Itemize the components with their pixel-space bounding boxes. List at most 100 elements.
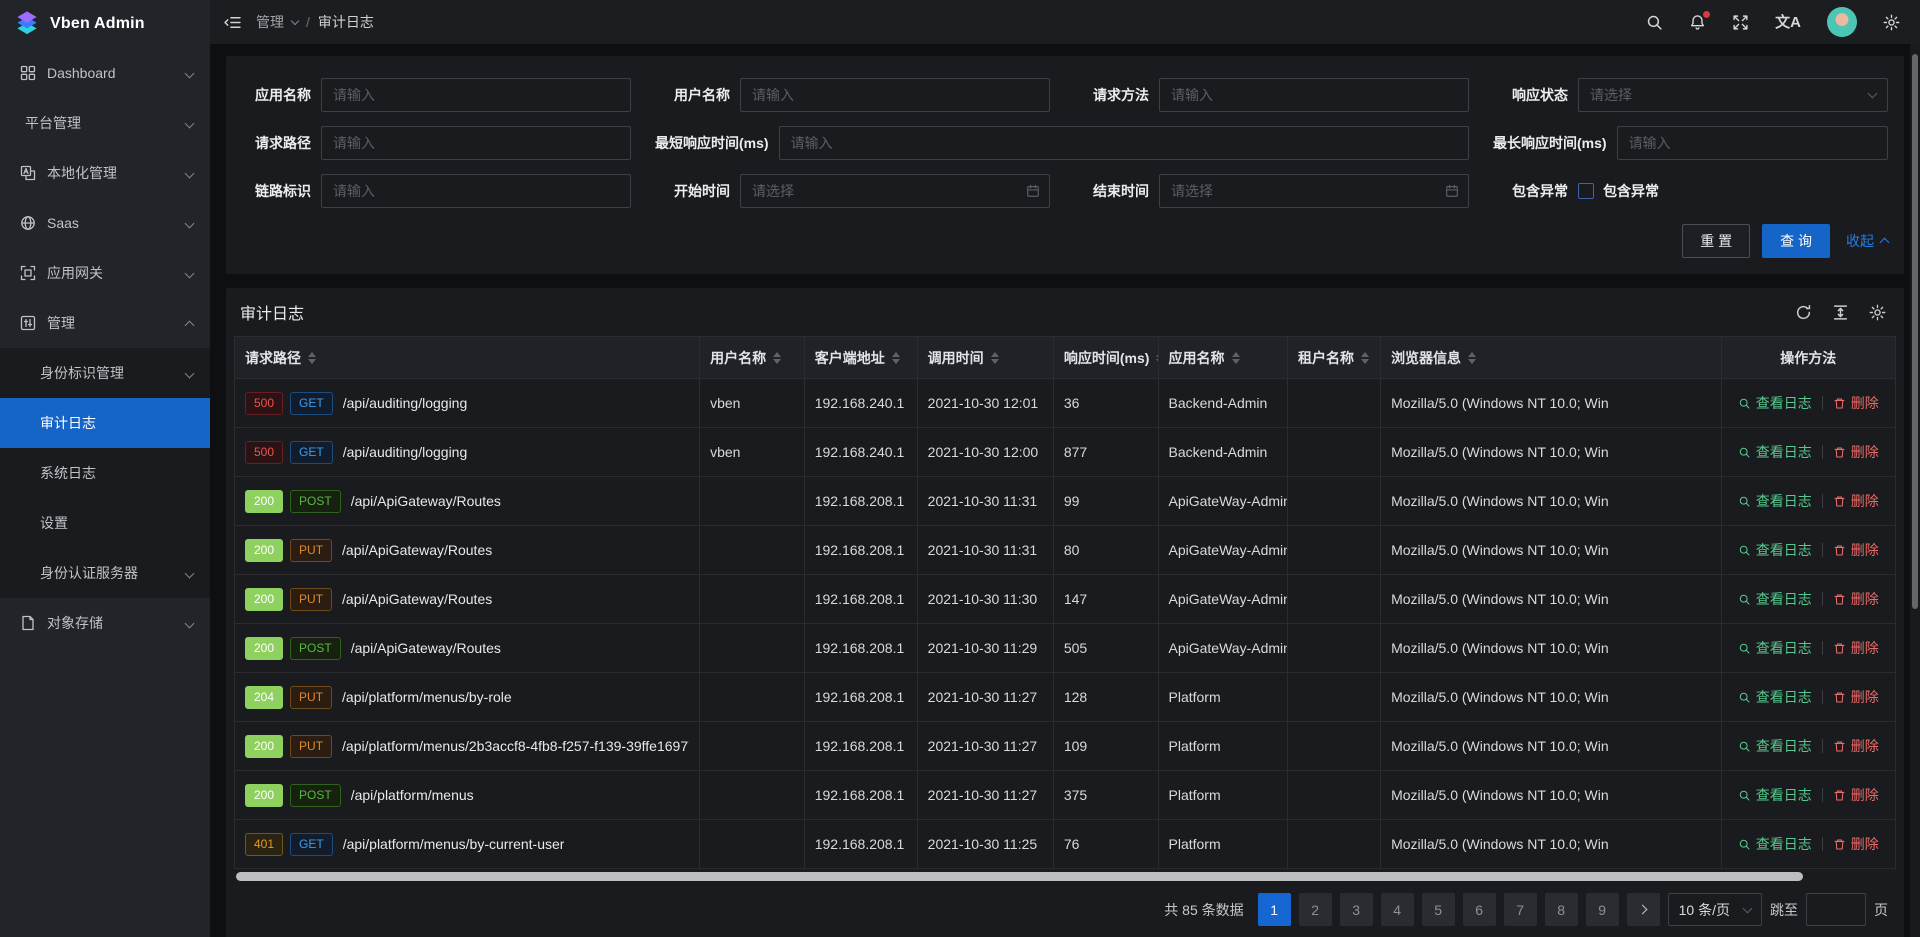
filter-input-end-time[interactable] xyxy=(1159,174,1469,208)
column-header-path[interactable]: 请求路径 xyxy=(233,336,701,379)
delete-button[interactable]: 删除 xyxy=(1833,442,1879,462)
sidebar-item-audit-log[interactable]: 审计日志 xyxy=(0,398,210,448)
collapse-toggle[interactable]: 收起 xyxy=(1846,231,1890,251)
column-settings-icon[interactable] xyxy=(1869,304,1886,321)
column-header-duration[interactable]: 响应时间(ms) xyxy=(1052,336,1159,379)
chevron-down-icon xyxy=(184,68,195,78)
search-button[interactable]: 查 询 xyxy=(1762,224,1830,258)
page-button-8[interactable]: 8 xyxy=(1544,893,1578,926)
gateway-icon xyxy=(20,265,36,281)
avatar[interactable] xyxy=(1827,7,1857,37)
sidebar-item-auth-server[interactable]: 身份认证服务器 xyxy=(0,548,210,598)
translate-icon[interactable]: 文A xyxy=(1775,13,1801,31)
view-log-button[interactable]: 查看日志 xyxy=(1738,491,1812,511)
delete-button[interactable]: 删除 xyxy=(1833,785,1879,805)
filter-input-max-response-time[interactable] xyxy=(1616,126,1888,160)
cell-actions: 查看日志 删除 xyxy=(1720,427,1897,477)
sidebar-item-gateway[interactable]: 应用网关 xyxy=(0,248,210,298)
page-button-6[interactable]: 6 xyxy=(1462,893,1496,926)
table-row: 200 POST/api/ApiGateway/Routes 192.168.208… xyxy=(233,476,1897,526)
column-header-time[interactable]: 调用时间 xyxy=(916,336,1054,379)
filter-input-user-name[interactable] xyxy=(740,78,1050,112)
sidebar-item-identity[interactable]: 身份标识管理 xyxy=(0,348,210,398)
filter-label: 结束时间 xyxy=(1093,183,1149,199)
row-height-icon[interactable] xyxy=(1832,304,1849,321)
view-log-button[interactable]: 查看日志 xyxy=(1738,442,1812,462)
filter-input-start-time[interactable] xyxy=(740,174,1050,208)
filter-input-trace-id[interactable] xyxy=(321,174,631,208)
filter-select-response-status[interactable]: 请选择 xyxy=(1578,78,1888,112)
view-log-button[interactable]: 查看日志 xyxy=(1738,638,1812,658)
view-log-button[interactable]: 查看日志 xyxy=(1738,785,1812,805)
page-button-2[interactable]: 2 xyxy=(1298,893,1332,926)
delete-button[interactable]: 删除 xyxy=(1833,687,1879,707)
view-log-button[interactable]: 查看日志 xyxy=(1738,393,1812,413)
view-log-button[interactable]: 查看日志 xyxy=(1738,736,1812,756)
filter-input-min-response-time[interactable] xyxy=(778,126,1469,160)
delete-button[interactable]: 删除 xyxy=(1833,736,1879,756)
page-button-5[interactable]: 5 xyxy=(1421,893,1455,926)
notification-bell-icon[interactable] xyxy=(1689,10,1711,31)
fullscreen-icon[interactable] xyxy=(1732,14,1749,31)
view-log-button[interactable]: 查看日志 xyxy=(1738,687,1812,707)
sidebar-item-dashboard[interactable]: Dashboard xyxy=(0,48,210,98)
sidebar-item-localization[interactable]: 本地化管理 xyxy=(0,148,210,198)
next-page-button[interactable] xyxy=(1626,893,1660,926)
delete-button[interactable]: 删除 xyxy=(1833,589,1879,609)
settings-gear-icon[interactable] xyxy=(1883,14,1900,31)
view-log-button[interactable]: 查看日志 xyxy=(1738,834,1812,854)
search-icon[interactable] xyxy=(1646,14,1663,31)
table-row: 500 GET/api/auditing/logging vben 192.168.2… xyxy=(233,427,1897,477)
delete-button[interactable]: 删除 xyxy=(1833,491,1879,511)
filter-input-app-name[interactable] xyxy=(321,78,631,112)
chevron-down-icon xyxy=(184,168,195,178)
page-button-9[interactable]: 9 xyxy=(1585,893,1619,926)
sidebar-item-system-log[interactable]: 系统日志 xyxy=(0,448,210,498)
view-log-button[interactable]: 查看日志 xyxy=(1738,540,1812,560)
sidebar-item-settings[interactable]: 设置 xyxy=(0,498,210,548)
page-button-3[interactable]: 3 xyxy=(1339,893,1373,926)
sidebar-item-manage[interactable]: 管理 xyxy=(0,298,210,348)
filter-field-max-response-time: 最长响应时间(ms) xyxy=(1493,126,1888,160)
status-badge: 500 xyxy=(245,440,284,464)
sidebar-item-saas[interactable]: Saas xyxy=(0,198,210,248)
menu-fold-icon[interactable] xyxy=(224,14,241,31)
column-header-browser[interactable]: 浏览器信息 xyxy=(1380,336,1722,379)
column-header-app[interactable]: 应用名称 xyxy=(1157,336,1289,379)
delete-button[interactable]: 删除 xyxy=(1833,540,1879,560)
column-header-client[interactable]: 客户端地址 xyxy=(803,336,918,379)
delete-button[interactable]: 删除 xyxy=(1833,393,1879,413)
page-size-select[interactable]: 10 条/页 xyxy=(1667,893,1762,926)
page-button-7[interactable]: 7 xyxy=(1503,893,1537,926)
view-log-button[interactable]: 查看日志 xyxy=(1738,589,1812,609)
sidebar-item-storage[interactable]: 对象存储 xyxy=(0,598,210,648)
cell-duration: 877 xyxy=(1052,427,1159,477)
checkbox-include-exception[interactable] xyxy=(1578,183,1594,199)
sidebar-item-platform[interactable]: 平台管理 xyxy=(0,98,210,148)
horizontal-scrollbar-thumb[interactable] xyxy=(236,872,1803,881)
filter-input-request-path[interactable] xyxy=(321,126,631,160)
column-header-user[interactable]: 用户名称 xyxy=(699,336,805,379)
chevron-down-icon xyxy=(184,568,195,578)
page-button-1[interactable]: 1 xyxy=(1257,893,1291,926)
refresh-icon[interactable] xyxy=(1795,304,1812,321)
vertical-scrollbar-thumb[interactable] xyxy=(1912,54,1918,609)
reset-button[interactable]: 重 置 xyxy=(1682,224,1751,258)
delete-button[interactable]: 删除 xyxy=(1833,638,1879,658)
filter-input-request-method[interactable] xyxy=(1159,78,1469,112)
action-divider xyxy=(1821,445,1823,459)
page-button-4[interactable]: 4 xyxy=(1380,893,1414,926)
cell-duration: 76 xyxy=(1052,819,1159,869)
cell-time: 2021-10-30 11:27 xyxy=(916,770,1054,820)
method-badge: PUT xyxy=(290,538,333,562)
cell-app: ApiGateWay-Admin xyxy=(1157,476,1289,526)
action-divider xyxy=(1821,494,1823,508)
delete-button[interactable]: 删除 xyxy=(1833,834,1879,854)
breadcrumb-section[interactable]: 管理 xyxy=(256,14,284,30)
vben-logo-icon xyxy=(13,10,41,38)
cell-client: 192.168.208.1 xyxy=(803,525,918,575)
action-divider xyxy=(1821,690,1823,704)
column-header-tenant[interactable]: 租户名称 xyxy=(1287,336,1382,379)
jump-page-input[interactable] xyxy=(1806,893,1866,926)
